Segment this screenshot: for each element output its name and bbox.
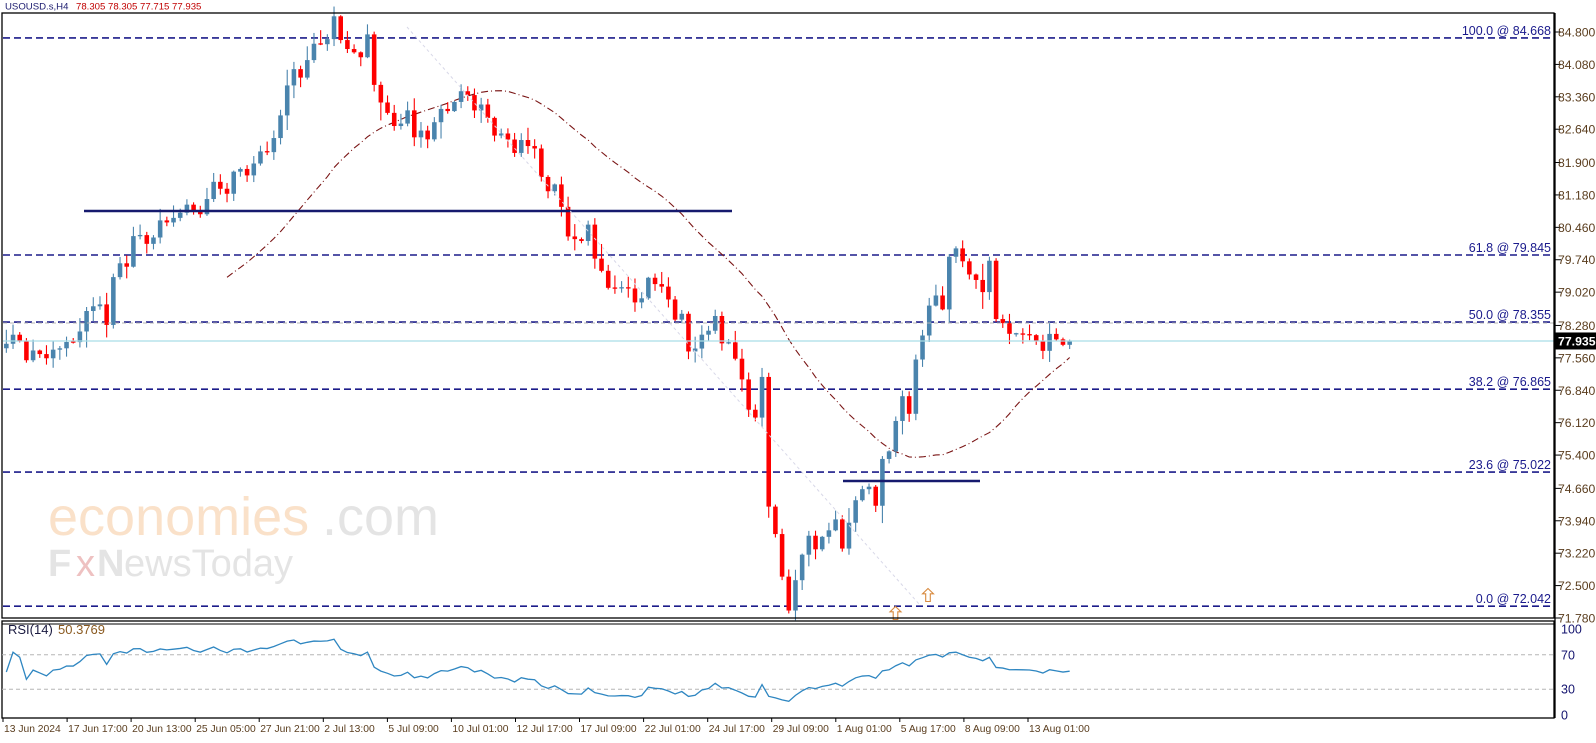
svg-text:5 Jul 09:00: 5 Jul 09:00	[388, 724, 439, 735]
svg-text:81.900: 81.900	[1558, 156, 1595, 170]
svg-text:0: 0	[1561, 709, 1568, 723]
svg-text:73.220: 73.220	[1558, 547, 1595, 561]
svg-text:84.800: 84.800	[1558, 26, 1595, 40]
svg-text:100: 100	[1561, 623, 1582, 637]
svg-text:12 Jul 17:00: 12 Jul 17:00	[517, 724, 573, 735]
svg-text:8 Aug 09:00: 8 Aug 09:00	[965, 724, 1020, 735]
svg-text:100.0 @ 84.668: 100.0 @ 84.668	[1462, 24, 1551, 38]
svg-text:79.020: 79.020	[1558, 286, 1595, 300]
svg-text:10 Jul 01:00: 10 Jul 01:00	[452, 724, 508, 735]
svg-text:81.180: 81.180	[1558, 188, 1595, 202]
svg-text:1 Aug 01:00: 1 Aug 01:00	[837, 724, 892, 735]
svg-text:78.305 78.305 77.715 77.935: 78.305 78.305 77.715 77.935	[76, 1, 201, 12]
svg-text:0.0 @ 72.042: 0.0 @ 72.042	[1476, 592, 1551, 606]
svg-text:30: 30	[1561, 683, 1575, 697]
svg-text:13 Jun 2024: 13 Jun 2024	[4, 724, 61, 735]
svg-text:80.460: 80.460	[1558, 221, 1595, 235]
svg-text:29 Jul 09:00: 29 Jul 09:00	[773, 724, 829, 735]
svg-text:73.940: 73.940	[1558, 514, 1595, 528]
svg-text:82.640: 82.640	[1558, 123, 1595, 137]
svg-text:20 Jun 13:00: 20 Jun 13:00	[132, 724, 192, 735]
svg-text:38.2 @ 76.865: 38.2 @ 76.865	[1469, 375, 1551, 389]
svg-text:23.6 @ 75.022: 23.6 @ 75.022	[1469, 458, 1551, 472]
svg-text:72.500: 72.500	[1558, 579, 1595, 593]
svg-text:76.120: 76.120	[1558, 416, 1595, 430]
svg-text:83.360: 83.360	[1558, 90, 1595, 104]
svg-text:78.280: 78.280	[1558, 319, 1595, 333]
svg-text:17 Jun 17:00: 17 Jun 17:00	[68, 724, 128, 735]
svg-text:76.840: 76.840	[1558, 384, 1595, 398]
svg-text:25 Jun 05:00: 25 Jun 05:00	[196, 724, 256, 735]
svg-text:84.080: 84.080	[1558, 58, 1595, 72]
svg-text:50.0 @ 78.355: 50.0 @ 78.355	[1469, 308, 1551, 322]
svg-text:79.740: 79.740	[1558, 253, 1595, 267]
svg-text:75.400: 75.400	[1558, 449, 1595, 463]
svg-text:RSI(14): RSI(14)	[8, 622, 53, 637]
svg-text:x: x	[76, 543, 95, 585]
svg-text:13 Aug 01:00: 13 Aug 01:00	[1029, 724, 1090, 735]
svg-text:economies: economies	[48, 487, 309, 547]
svg-text:ewsToday: ewsToday	[124, 543, 293, 585]
svg-text:50.3769: 50.3769	[58, 622, 105, 637]
svg-text:24 Jul 17:00: 24 Jul 17:00	[709, 724, 765, 735]
svg-text:74.660: 74.660	[1558, 482, 1595, 496]
svg-text:77.560: 77.560	[1558, 351, 1595, 365]
svg-text:22 Jul 01:00: 22 Jul 01:00	[645, 724, 701, 735]
svg-text:.com: .com	[322, 487, 439, 547]
svg-text:USOUSD.s,H4: USOUSD.s,H4	[5, 1, 69, 12]
svg-text:F: F	[48, 543, 71, 585]
svg-text:61.8 @ 79.845: 61.8 @ 79.845	[1469, 241, 1551, 255]
svg-text:2 Jul 13:00: 2 Jul 13:00	[324, 724, 375, 735]
svg-text:N: N	[97, 543, 124, 585]
svg-text:27 Jun 21:00: 27 Jun 21:00	[260, 724, 320, 735]
svg-text:70: 70	[1561, 648, 1575, 662]
svg-text:5 Aug 17:00: 5 Aug 17:00	[901, 724, 956, 735]
svg-text:17 Jul 09:00: 17 Jul 09:00	[581, 724, 637, 735]
svg-text:77.935: 77.935	[1558, 334, 1596, 348]
